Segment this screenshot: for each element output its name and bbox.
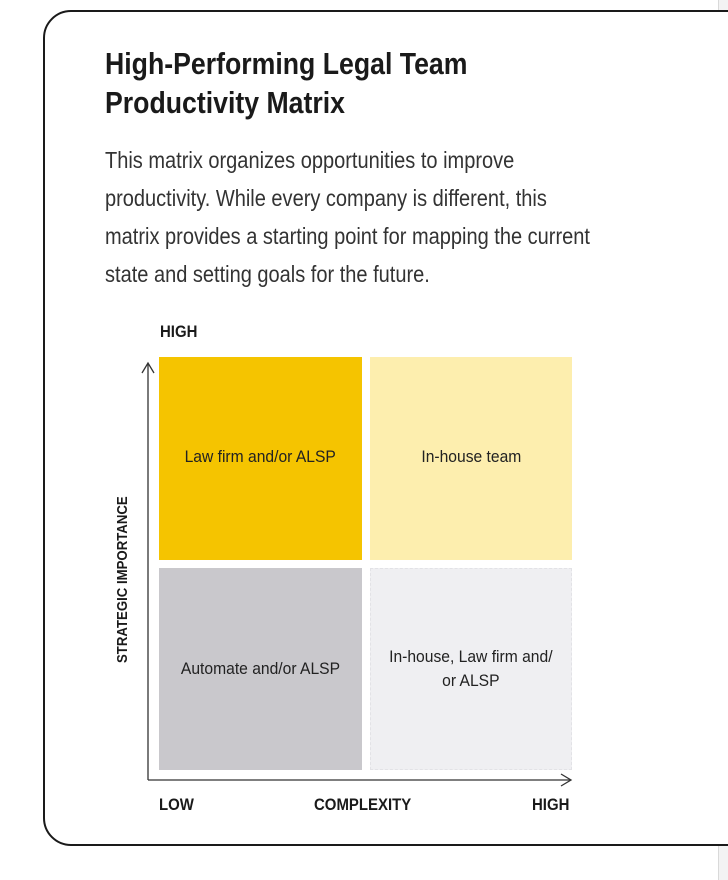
quadrant-bottom-left-label: Automate and/or ALSP <box>180 659 341 678</box>
y-axis-high-label: HIGH <box>160 322 198 341</box>
quadrant-top-left-label: Law firm and/or ALSP <box>184 446 337 466</box>
x-axis-title: COMPLEXITY <box>314 795 412 814</box>
quadrant-bottom-right-label-line2: or ALSP <box>442 671 500 690</box>
y-axis-title: STRATEGIC IMPORTANCE <box>114 496 131 663</box>
quadrant-top-right-label: In-house team <box>421 446 521 466</box>
quadrant-top-right: In-house team <box>370 357 572 560</box>
description-text: This matrix organizes opportunities to i… <box>105 147 590 287</box>
quadrant-bottom-right: In-house, Law firm and/ or ALSP <box>370 568 572 770</box>
x-axis-low-label: LOW <box>159 795 194 814</box>
page-title: High-Performing Legal Team Productivity … <box>105 46 468 120</box>
quadrant-bottom-right-label: In-house, Law firm and/ or ALSP <box>389 645 552 693</box>
y-axis-arrow-icon <box>141 361 155 374</box>
quadrant-bottom-left: Automate and/or ALSP <box>159 568 362 770</box>
quadrant-top-left: Law firm and/or ALSP <box>159 357 362 560</box>
x-axis-high-label: HIGH <box>532 795 570 814</box>
x-axis-arrow-icon <box>560 773 573 787</box>
quadrant-bottom-right-label-line1: In-house, Law firm and/ <box>389 647 553 666</box>
